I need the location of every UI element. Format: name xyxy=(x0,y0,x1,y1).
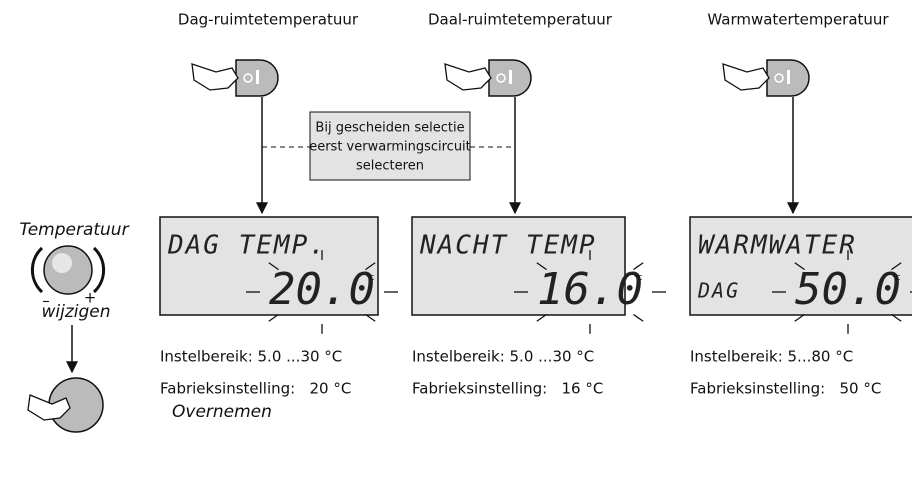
factory: Fabrieksinstelling: 16 °C xyxy=(412,380,603,398)
lcd-value: 16.0 xyxy=(537,264,643,315)
note-box xyxy=(309,111,471,181)
hand xyxy=(444,63,492,91)
column-title: Daal-ruimtetemperatuur xyxy=(428,11,613,29)
blink-ray xyxy=(633,313,644,322)
blink-ray xyxy=(536,262,547,271)
hand xyxy=(27,394,71,421)
note-line: selecteren xyxy=(356,159,424,174)
range: Instelbereik: 5.0 ...30 °C xyxy=(160,348,342,366)
blink-ray xyxy=(891,313,902,322)
blink-ray xyxy=(536,313,547,322)
lcd-unit: °C xyxy=(634,274,643,282)
label: Temperatuur xyxy=(19,220,129,240)
lcd-display xyxy=(159,216,379,316)
lcd-line: WARMWATER xyxy=(698,231,857,261)
minus: – xyxy=(42,292,50,310)
lcd-value: 20.0 xyxy=(269,264,375,315)
button-icon xyxy=(509,70,512,84)
blink-ray xyxy=(633,262,644,271)
button-icon xyxy=(256,70,259,84)
blink-ray xyxy=(794,313,805,322)
column-title: Warmwatertemperatuur xyxy=(707,11,889,29)
button-icon xyxy=(774,73,784,83)
factory: Fabrieksinstelling: 20 °C xyxy=(160,380,351,398)
hand xyxy=(191,63,239,91)
plus: + xyxy=(84,289,97,307)
blink-ray xyxy=(268,262,279,271)
factory: Fabrieksinstelling: 50 °C xyxy=(690,380,881,398)
lcd-sub: DAG xyxy=(697,279,740,303)
hand xyxy=(722,63,770,91)
blink-ray xyxy=(891,262,902,271)
label: wijzigen xyxy=(41,302,110,322)
lcd-unit: °C xyxy=(892,274,901,282)
lcd-line: NACHT TEMP xyxy=(419,231,597,261)
lcd-unit: °C xyxy=(366,274,375,282)
note-line: eerst verwarmingscircuit xyxy=(309,140,471,155)
blink-ray xyxy=(794,262,805,271)
turn-arcs xyxy=(30,246,106,294)
lcd-display xyxy=(411,216,626,316)
label: Overnemen xyxy=(172,402,272,422)
lcd-display xyxy=(689,216,912,316)
button-icon xyxy=(243,73,253,83)
range: Instelbereik: 5...80 °C xyxy=(690,348,853,366)
lcd-value: 50.0 xyxy=(795,264,901,315)
button-icon xyxy=(496,73,506,83)
blink-ray xyxy=(365,262,376,271)
note-line: Bij gescheiden selectie xyxy=(315,121,464,136)
blink-ray xyxy=(365,313,376,322)
knob-highlight xyxy=(52,253,72,273)
range: Instelbereik: 5.0 ...30 °C xyxy=(412,348,594,366)
blink-ray xyxy=(268,313,279,322)
button-icon xyxy=(787,70,790,84)
column-title: Dag-ruimtetemperatuur xyxy=(178,11,359,29)
lcd-line: DAG TEMP. xyxy=(167,231,327,261)
